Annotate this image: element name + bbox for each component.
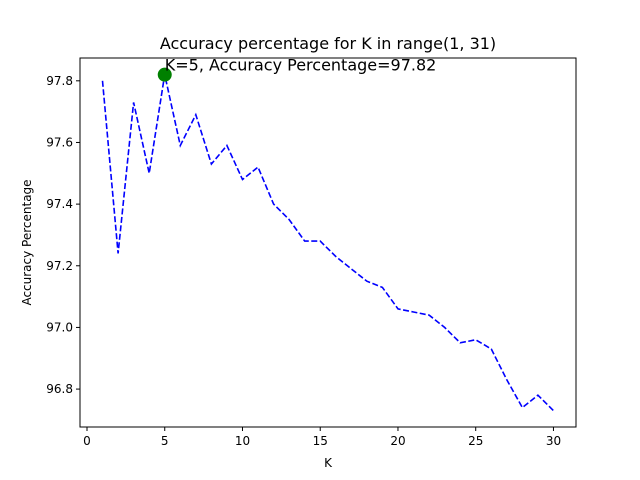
data-point xyxy=(444,326,446,328)
data-point xyxy=(381,286,383,288)
data-point xyxy=(117,252,119,254)
data-point xyxy=(537,394,539,396)
data-point xyxy=(366,280,368,282)
accuracy-series-line xyxy=(101,74,555,412)
y-tick-label: 97.6 xyxy=(46,135,73,149)
best-k-marker xyxy=(157,67,172,82)
x-axis-label: K xyxy=(324,456,333,470)
data-point xyxy=(506,379,508,381)
data-point xyxy=(210,163,212,165)
y-tick-label: 97.8 xyxy=(46,74,73,88)
data-point xyxy=(490,348,492,350)
x-tick-label: 15 xyxy=(313,434,328,448)
data-point xyxy=(397,308,399,310)
data-point xyxy=(459,342,461,344)
x-tick-label: 20 xyxy=(390,434,405,448)
y-tick-label: 97.4 xyxy=(46,197,73,211)
data-point xyxy=(179,145,181,147)
x-axis: 0 5 10 15 20 25 30 xyxy=(83,427,561,448)
data-point xyxy=(102,80,104,82)
best-k-annotation: K=5, Accuracy Percentage=97.82 xyxy=(165,56,437,75)
x-tick-label: 5 xyxy=(161,434,169,448)
data-point xyxy=(148,172,150,174)
plot-area xyxy=(79,57,577,428)
x-tick-label: 10 xyxy=(235,434,250,448)
x-tick-label: 25 xyxy=(468,434,483,448)
data-point xyxy=(319,240,321,242)
data-point xyxy=(241,178,243,180)
y-tick-label: 97.2 xyxy=(46,259,73,273)
data-point xyxy=(413,311,415,313)
series-layer xyxy=(101,74,555,412)
data-point xyxy=(350,268,352,270)
y-axis: 96.8 97.0 97.2 97.4 97.6 97.8 xyxy=(46,74,80,396)
chart-title: Accuracy percentage for K in range(1, 31… xyxy=(160,34,496,53)
y-tick-label: 96.8 xyxy=(46,382,73,396)
data-point xyxy=(304,240,306,242)
y-axis-label: Accuracy Percentage xyxy=(20,179,34,305)
data-point xyxy=(195,114,197,116)
data-point xyxy=(226,145,228,147)
y-tick-label: 97.0 xyxy=(46,320,73,334)
data-point xyxy=(257,166,259,168)
highlight-layer: K=5, Accuracy Percentage=97.82 xyxy=(157,56,437,82)
data-point xyxy=(335,256,337,258)
x-tick-label: 0 xyxy=(83,434,91,448)
data-point xyxy=(133,101,135,103)
x-tick-label: 30 xyxy=(546,434,561,448)
data-point xyxy=(428,314,430,316)
data-point xyxy=(288,219,290,221)
data-point xyxy=(521,407,523,409)
data-point xyxy=(273,203,275,205)
data-point xyxy=(475,339,477,341)
data-point xyxy=(552,410,554,412)
